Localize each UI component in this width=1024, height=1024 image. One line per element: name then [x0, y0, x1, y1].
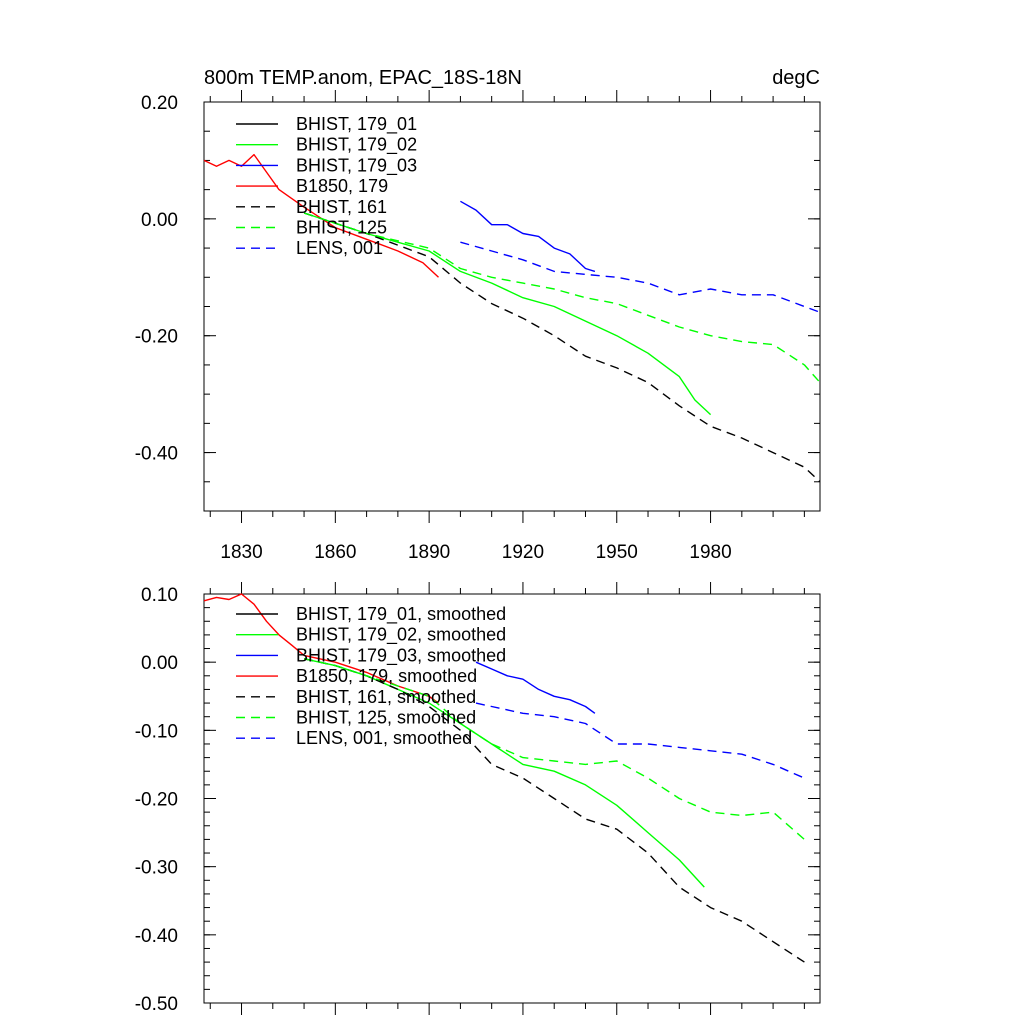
legend-label: BHIST, 125, smoothed [296, 708, 476, 728]
bottom-series-group [203, 593, 805, 963]
series-line-0-1 [303, 212, 712, 416]
y-tick-label: -0.50 [135, 994, 178, 1015]
legend-label: BHIST, 179_02 [296, 135, 417, 156]
top-chart-title: 800m TEMP.anom, EPAC_18S-18N [204, 67, 522, 89]
x-tick-label: 1890 [408, 542, 450, 563]
y-tick-label: 0.20 [141, 93, 178, 114]
top-axis-ticks: 0.20 0.00 -0.20 -0.40 1830 1860 1890 1920 1950 19… [135, 90, 820, 563]
bottom-chart-panel: 0.10 0.00 -0.10 -0.20 -0.30 -0.40 -0.50 BHIST,… [135, 582, 821, 1015]
y-tick-label: -0.20 [135, 790, 178, 811]
series-line-0-3 [203, 153, 439, 278]
y-tick-label: 0.00 [141, 210, 178, 231]
legend-label: BHIST, 179_03 [296, 155, 417, 176]
x-tick-label: 1920 [502, 542, 544, 563]
legend-label: BHIST, 179_01, smoothed [296, 604, 506, 625]
legend-label: LENS, 001, smoothed [296, 728, 472, 748]
bottom-axis-ticks: 0.10 0.00 -0.10 -0.20 -0.30 -0.40 -0.50 [135, 582, 820, 1015]
legend-label: B1850, 179 [296, 176, 388, 196]
legend-label: BHIST, 125 [296, 218, 387, 238]
legend-label: BHIST, 179_01 [296, 114, 417, 135]
top-chart-panel: 0.20 0.00 -0.20 -0.40 1830 1860 1890 1920 1950 19… [135, 90, 821, 563]
y-tick-label: -0.10 [135, 721, 178, 742]
top-chart-units: degC [772, 67, 820, 89]
x-tick-label: 1860 [314, 542, 356, 563]
y-tick-label: 0.00 [141, 653, 178, 674]
x-tick-label: 1950 [596, 542, 638, 563]
series-line-0-6 [460, 241, 821, 313]
y-tick-label: -0.20 [135, 327, 178, 348]
top-series-group [203, 153, 821, 483]
legend-label: LENS, 001 [296, 238, 383, 258]
legend-label: BHIST, 179_03, smoothed [296, 645, 506, 666]
y-tick-label: 0.10 [141, 585, 178, 606]
legend-label: BHIST, 161 [296, 197, 387, 217]
x-tick-label: 1980 [689, 542, 731, 563]
legend-label: B1850, 179, smoothed [296, 666, 477, 686]
y-tick-label: -0.40 [135, 926, 178, 947]
series-line-1-1 [303, 658, 705, 888]
series-line-1-2 [475, 661, 596, 714]
series-line-0-4 [303, 212, 821, 483]
legend-label: BHIST, 179_02, smoothed [296, 625, 506, 646]
y-tick-label: -0.40 [135, 444, 178, 465]
x-tick-label: 1830 [220, 542, 262, 563]
series-line-1-5 [303, 658, 805, 840]
legend-label: BHIST, 161, smoothed [296, 687, 476, 707]
series-line-1-4 [303, 658, 805, 963]
series-line-0-2 [460, 200, 596, 273]
y-tick-label: -0.30 [135, 858, 178, 879]
